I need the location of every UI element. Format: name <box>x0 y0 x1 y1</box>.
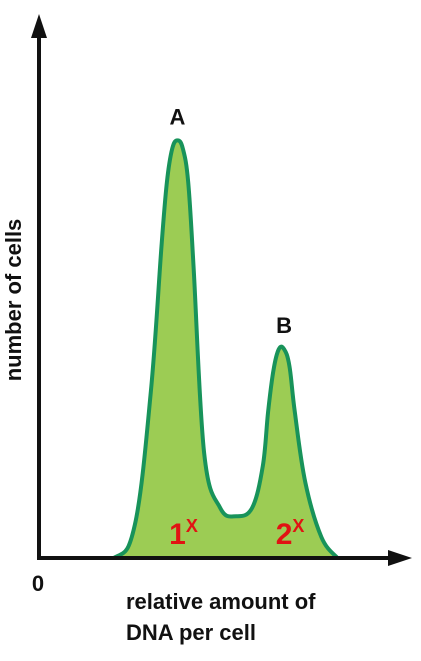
region-label-2x-main: 2 <box>276 518 293 551</box>
x-axis-title-line-1: relative amount of <box>126 589 316 614</box>
y-axis-arrowhead <box>31 14 47 38</box>
x-axis-title-line-2: DNA per cell <box>126 620 256 645</box>
peak-label-a: A <box>170 104 186 129</box>
x-axis-arrowhead <box>388 550 412 566</box>
region-label-2x-sup: X <box>292 516 304 536</box>
cell-count-curve <box>69 138 340 560</box>
origin-label: 0 <box>32 571 44 596</box>
region-label-2x: 2X <box>276 516 305 551</box>
peak-label-b: B <box>276 313 292 338</box>
y-axis-title: number of cells <box>1 219 26 382</box>
region-label-1x-main: 1 <box>169 518 186 551</box>
region-label-1x: 1X <box>169 516 198 551</box>
region-label-1x-sup: X <box>186 516 198 536</box>
